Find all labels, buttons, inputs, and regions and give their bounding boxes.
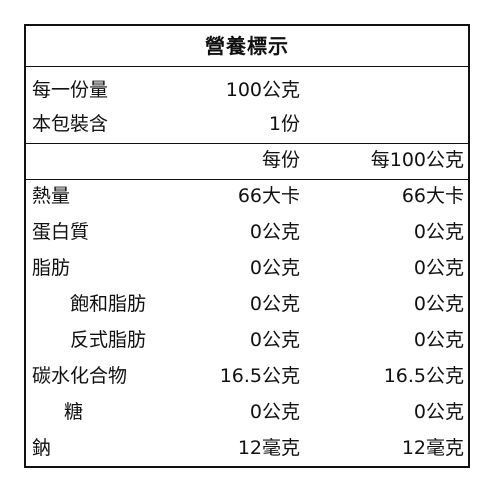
nutrient-name: 鈉 (32, 437, 52, 459)
nutrient-row: 反式脂肪 0公克 0公克 (26, 323, 468, 357)
nutrient-name: 飽和脂肪 (70, 293, 147, 315)
nutrient-name: 脂肪 (32, 257, 71, 279)
servings-row: 本包裝含 1份 (26, 107, 468, 141)
nutrient-name: 碳水化合物 (32, 365, 128, 387)
nutrient-per-100g: 0公克 (413, 401, 464, 423)
nutrient-per-100g: 0公克 (413, 329, 464, 351)
divider (26, 143, 468, 144)
col-per-100g-header: 每100公克 (370, 149, 464, 171)
nutrient-row: 飽和脂肪 0公克 0公克 (26, 287, 468, 321)
nutrient-per-serving: 0公克 (249, 293, 300, 315)
nutrient-per-100g: 12毫克 (401, 437, 464, 459)
nutrient-per-100g: 0公克 (413, 293, 464, 315)
divider (26, 179, 468, 180)
serving-size-row: 每一份量 100公克 (26, 73, 468, 107)
nutrient-row: 碳水化合物 16.5公克 16.5公克 (26, 359, 468, 393)
nutrient-per-serving: 0公克 (249, 329, 300, 351)
nutrient-name: 糖 (64, 401, 84, 423)
nutrition-label: 營養標示 每一份量 100公克 本包裝含 1份 每份 每100公克 熱量 66大… (24, 24, 470, 468)
nutrient-per-serving: 0公克 (249, 401, 300, 423)
column-header-row: 每份 每100公克 (26, 143, 468, 177)
nutrient-per-serving: 0公克 (249, 221, 300, 243)
nutrient-per-serving: 0公克 (249, 257, 300, 279)
nutrient-per-100g: 0公克 (413, 257, 464, 279)
nutrient-row: 蛋白質 0公克 0公克 (26, 215, 468, 249)
nutrient-per-100g: 66大卡 (401, 185, 464, 207)
nutrient-per-serving: 66大卡 (237, 185, 300, 207)
nutrient-per-serving: 12毫克 (237, 437, 300, 459)
nutrient-row: 脂肪 0公克 0公克 (26, 251, 468, 285)
nutrient-per-100g: 16.5公克 (383, 365, 464, 387)
col-per-serving-header: 每份 (261, 149, 300, 171)
nutrient-row: 糖 0公克 0公克 (26, 395, 468, 429)
servings-value: 1份 (268, 113, 300, 135)
servings-label: 本包裝含 (32, 113, 109, 135)
nutrient-name: 熱量 (32, 185, 71, 207)
serving-size-value: 100公克 (225, 79, 300, 101)
nutrient-per-serving: 16.5公克 (219, 365, 300, 387)
label-title: 營養標示 (205, 34, 289, 58)
divider (26, 66, 468, 67)
serving-size-label: 每一份量 (32, 79, 109, 101)
nutrient-name: 蛋白質 (32, 221, 90, 243)
nutrient-per-100g: 0公克 (413, 221, 464, 243)
nutrient-name: 反式脂肪 (70, 329, 147, 351)
nutrient-row: 鈉 12毫克 12毫克 (26, 431, 468, 465)
nutrient-row: 熱量 66大卡 66大卡 (26, 179, 468, 213)
